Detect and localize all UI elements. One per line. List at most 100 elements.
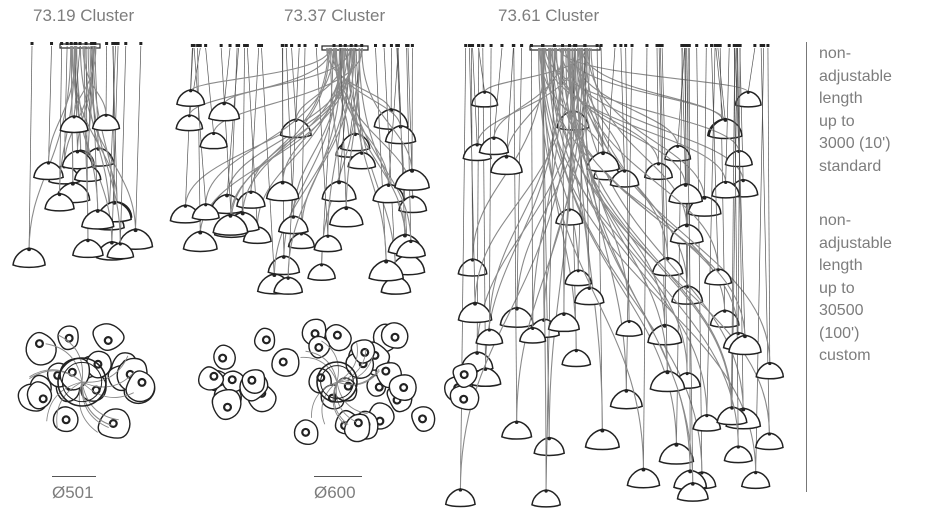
suspension-cable bbox=[406, 47, 412, 243]
pendant-shade bbox=[91, 113, 121, 132]
shade-socket bbox=[475, 351, 479, 355]
power-cord bbox=[327, 47, 345, 237]
suspension-cable bbox=[733, 47, 739, 448]
shade-socket bbox=[27, 247, 31, 252]
pendant-shade bbox=[711, 180, 741, 199]
shade-socket bbox=[487, 328, 491, 332]
pendant-shade bbox=[12, 247, 46, 269]
pendant-shade bbox=[457, 302, 493, 324]
shade-socket bbox=[281, 255, 286, 259]
power-cord bbox=[567, 47, 739, 448]
shade-socket bbox=[674, 442, 679, 447]
shade-plan-socket bbox=[332, 330, 342, 340]
pendant-shade bbox=[490, 155, 523, 176]
power-cord bbox=[188, 47, 332, 116]
pendant-shade bbox=[716, 406, 748, 426]
power-cord bbox=[581, 47, 724, 122]
shade-socket bbox=[767, 432, 772, 436]
power-cord bbox=[568, 47, 669, 375]
custom-note-line: non- bbox=[819, 212, 852, 229]
suspension-cable bbox=[562, 47, 565, 316]
cluster-73-19-elevation bbox=[12, 42, 154, 269]
ceiling-mount bbox=[704, 44, 708, 47]
pendant-shade bbox=[704, 268, 733, 286]
ceiling-mount bbox=[191, 44, 195, 47]
power-cord bbox=[542, 47, 688, 374]
ceiling-mount bbox=[595, 44, 599, 47]
pendant-shade bbox=[609, 169, 640, 188]
suspension-cable bbox=[711, 47, 719, 270]
power-cord bbox=[543, 47, 591, 322]
pendant-shade bbox=[273, 276, 304, 295]
shade-socket bbox=[212, 131, 216, 136]
pendant-shade bbox=[518, 327, 547, 344]
suspension-cable bbox=[59, 45, 62, 196]
ceiling-mount bbox=[84, 42, 88, 45]
standard-note-line: length bbox=[819, 90, 863, 107]
ceiling-mount bbox=[471, 44, 475, 47]
plan-cord bbox=[321, 340, 339, 383]
ceiling-mount bbox=[90, 42, 94, 45]
pendant-shade bbox=[208, 101, 241, 122]
cluster-73-19-title: 73.19 Cluster bbox=[33, 6, 135, 25]
ceiling-mount bbox=[396, 44, 400, 47]
diameter-label-600: Ø600 bbox=[314, 483, 356, 502]
suspension-cable bbox=[250, 47, 259, 193]
pendant-shade bbox=[33, 161, 64, 181]
pendant-shade bbox=[555, 208, 584, 226]
ceiling-mount bbox=[624, 44, 628, 47]
pendant-shade bbox=[313, 234, 343, 253]
ceiling-mount bbox=[284, 44, 288, 47]
plan-cord bbox=[81, 381, 113, 426]
suspension-cable bbox=[596, 47, 603, 433]
suspension-cable bbox=[516, 47, 522, 311]
plan-cord bbox=[46, 381, 83, 422]
shade-socket bbox=[724, 180, 728, 185]
suspension-cable bbox=[73, 45, 81, 118]
power-cord bbox=[331, 47, 402, 128]
ceiling-mount bbox=[78, 42, 82, 45]
shade-plan-socket bbox=[108, 418, 118, 428]
shade-socket bbox=[384, 259, 389, 264]
suspension-cable bbox=[111, 45, 119, 245]
ceiling-mount bbox=[235, 44, 239, 47]
ceiling-mount bbox=[713, 44, 717, 47]
power-cord bbox=[230, 47, 329, 221]
pendant-shade bbox=[740, 471, 771, 490]
suspension-cable bbox=[226, 47, 239, 198]
power-cord bbox=[549, 47, 666, 329]
shade-plan-socket bbox=[218, 353, 228, 363]
power-cord bbox=[361, 47, 413, 174]
ceiling-mount bbox=[290, 44, 294, 47]
pendant-shade bbox=[478, 136, 510, 156]
power-cord bbox=[579, 47, 744, 412]
pendant-shade bbox=[723, 445, 753, 464]
shade-socket bbox=[458, 488, 463, 492]
cluster-73-61-elevation bbox=[444, 44, 785, 508]
pendant-shade bbox=[724, 150, 753, 168]
shade-socket bbox=[70, 181, 75, 186]
cluster-73-37-plan-view bbox=[197, 318, 480, 446]
ceiling-mount bbox=[683, 44, 687, 47]
shade-socket bbox=[272, 273, 277, 278]
shade-socket bbox=[662, 323, 667, 328]
length-divider-line bbox=[806, 42, 807, 492]
plan-cord bbox=[300, 356, 338, 383]
dimension-line-501 bbox=[52, 476, 96, 477]
cluster-73-61-title: 73.61 Cluster bbox=[498, 6, 600, 25]
standard-note-line: non- bbox=[819, 45, 852, 62]
ceiling-mount bbox=[260, 44, 264, 47]
shade-socket bbox=[133, 228, 138, 233]
ceiling-mount bbox=[464, 44, 468, 47]
pendant-shade bbox=[307, 263, 336, 281]
pendant-shade bbox=[368, 259, 405, 282]
plan-cord bbox=[336, 356, 374, 383]
suspension-cable bbox=[725, 47, 730, 183]
shade-socket bbox=[411, 195, 415, 199]
ceiling-mount bbox=[573, 44, 577, 47]
shade-plan-socket bbox=[390, 332, 400, 342]
plan-cord bbox=[81, 381, 134, 398]
suspension-cable bbox=[658, 47, 666, 329]
suspension-cable bbox=[715, 47, 724, 122]
power-cord bbox=[82, 45, 107, 116]
